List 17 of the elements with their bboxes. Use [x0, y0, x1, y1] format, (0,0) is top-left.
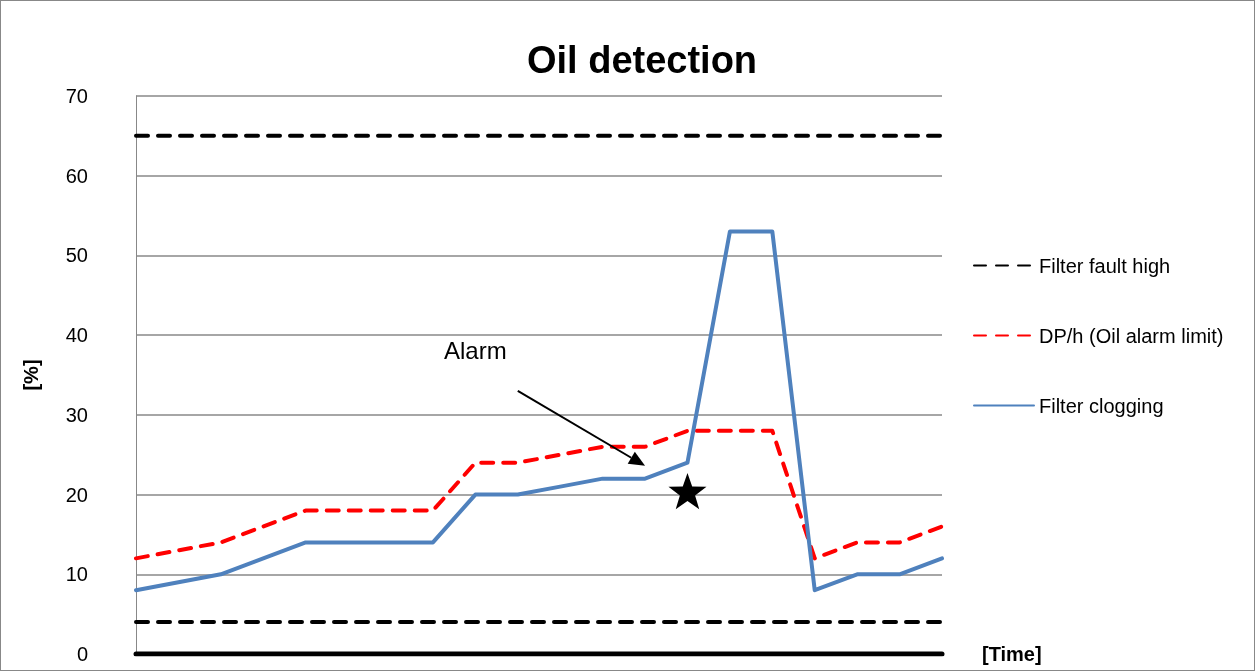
- y-tick-label: 60: [65, 164, 88, 187]
- x-axis-title: [Time]: [982, 643, 1042, 665]
- y-tick-label: 20: [65, 483, 88, 506]
- y-tick-label: 40: [65, 324, 88, 347]
- legend-label: Filter clogging: [1039, 394, 1164, 417]
- y-tick-label: 70: [65, 85, 88, 107]
- legend-label: Filter fault high: [1039, 254, 1171, 277]
- y-tick-label: 50: [65, 244, 88, 267]
- y-tick-label: 10: [65, 563, 88, 586]
- annotation: Alarm: [444, 337, 507, 365]
- y-tick-label: 0: [76, 643, 88, 665]
- line-series: [134, 428, 944, 561]
- y-axis-title: [%]: [20, 359, 42, 391]
- y-tick-label: 30: [65, 403, 88, 426]
- chart-title: Oil detection: [526, 39, 758, 81]
- legend-label: DP/h (Oil alarm limit): [1039, 324, 1224, 347]
- line-series: [134, 229, 944, 593]
